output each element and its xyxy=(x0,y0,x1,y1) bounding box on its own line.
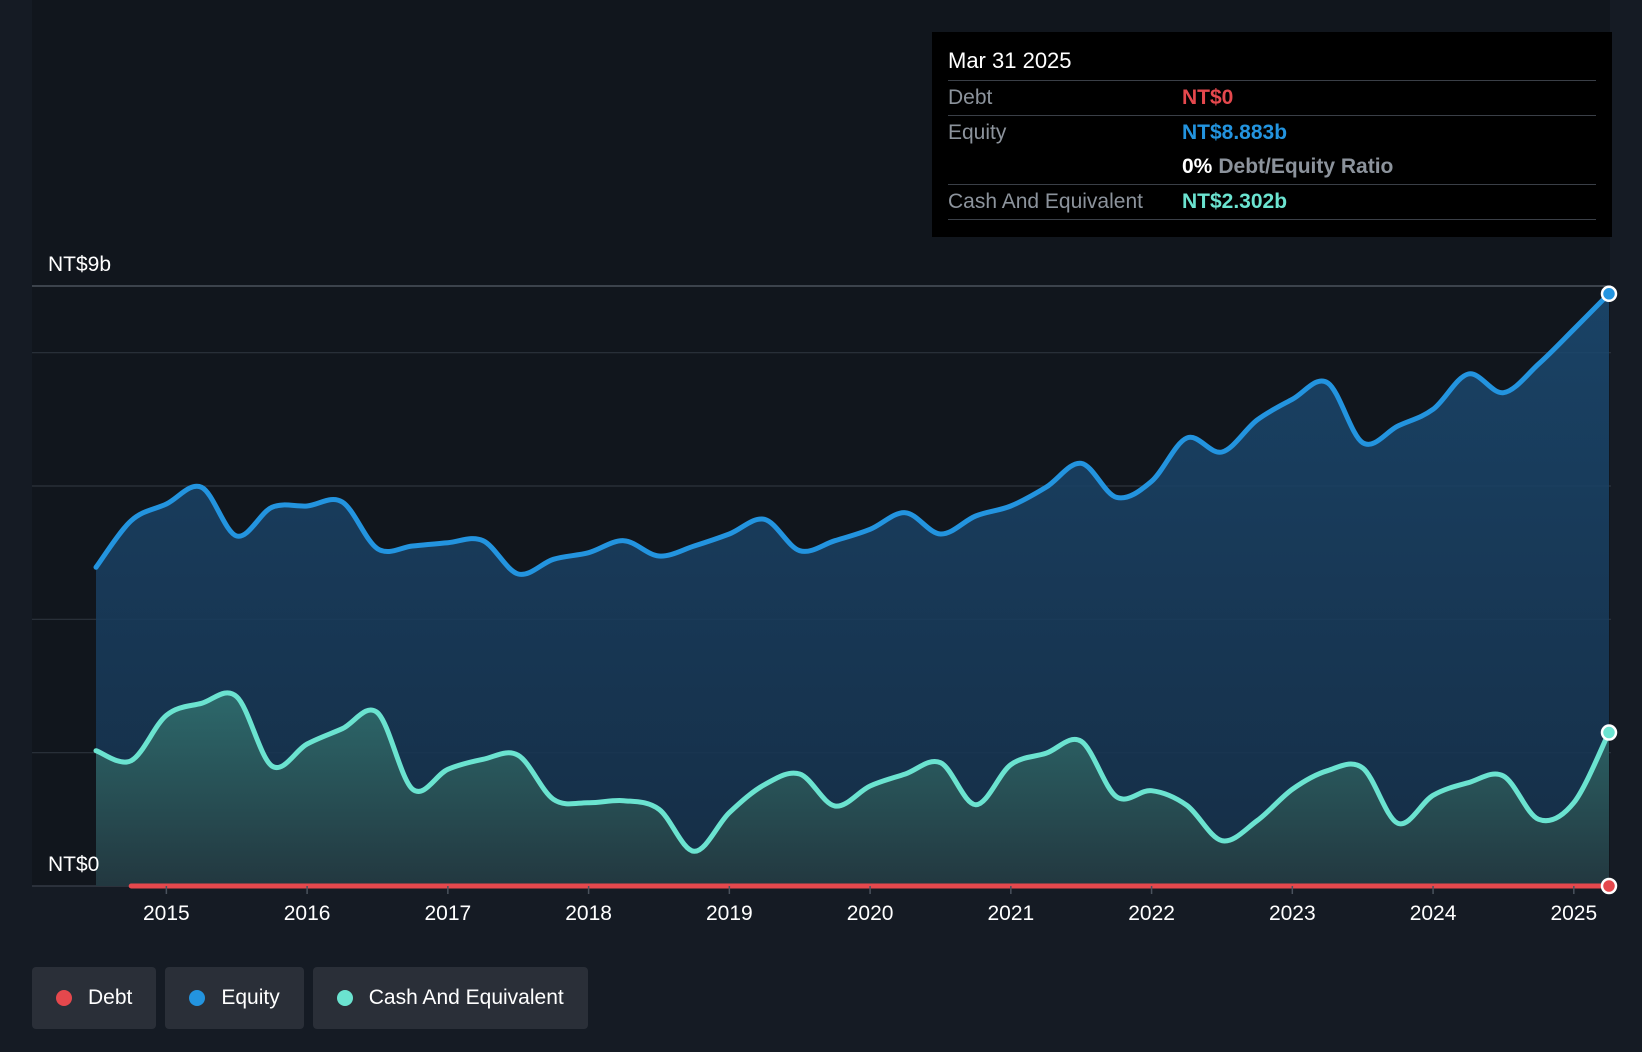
legend-item-equity[interactable]: Equity xyxy=(165,967,304,1029)
tooltip-equity-label: Equity xyxy=(948,121,1007,144)
x-tick-label-2023: 2023 xyxy=(1269,902,1316,925)
tooltip-ratio: 0% Debt/Equity Ratio xyxy=(1182,150,1393,184)
marker-cash[interactable] xyxy=(1600,724,1618,741)
y-axis-label-min: NT$0 xyxy=(48,853,99,876)
x-tick-label-2021: 2021 xyxy=(987,902,1034,925)
legend: Debt Equity Cash And Equivalent xyxy=(32,967,588,1029)
x-tick-label-2020: 2020 xyxy=(847,902,894,925)
area-equity xyxy=(96,293,1609,886)
legend-label-debt: Debt xyxy=(88,986,133,1009)
marker-debt[interactable] xyxy=(1600,877,1618,895)
legend-item-cash[interactable]: Cash And Equivalent xyxy=(312,967,588,1029)
tooltip-debt-row: Debt NT$0 xyxy=(948,81,1596,116)
x-tick-label-2019: 2019 xyxy=(706,902,753,925)
line-equity xyxy=(93,291,1612,577)
tooltip-debt-label: Debt xyxy=(948,86,993,109)
tooltip-ratio-label: Debt/Equity Ratio xyxy=(1218,155,1394,178)
legend-label-equity: Equity xyxy=(221,986,280,1009)
x-tick-label-2015: 2015 xyxy=(143,902,190,925)
tooltip-cash-value: NT$2.302b xyxy=(1182,190,1288,213)
tooltip-debt-value: NT$0 xyxy=(1182,86,1234,109)
marker-equity[interactable] xyxy=(1600,285,1618,303)
line-cash xyxy=(93,690,1612,854)
tooltip-date: Mar 31 2025 xyxy=(948,46,1596,81)
area-cash xyxy=(96,692,1609,886)
legend-dot-equity xyxy=(189,990,206,1006)
x-tick-label-2018: 2018 xyxy=(565,902,612,925)
tooltip-equity-row: Equity NT$8.883b xyxy=(948,116,1596,150)
tooltip-cash-row: Cash And Equivalent NT$2.302b xyxy=(948,185,1596,220)
tooltip-equity-value: NT$8.883b xyxy=(1182,121,1288,144)
x-tick-label-2025: 2025 xyxy=(1550,902,1597,925)
legend-item-debt[interactable]: Debt xyxy=(32,967,157,1029)
tooltip-panel: Mar 31 2025 Debt NT$0 Equity NT$8.883b 0… xyxy=(932,32,1612,237)
tooltip-cash-label: Cash And Equivalent xyxy=(948,190,1143,213)
x-tick-label-2017: 2017 xyxy=(425,902,472,925)
y-axis-label-max: NT$9b xyxy=(48,253,111,276)
tooltip-ratio-row: 0% Debt/Equity Ratio xyxy=(948,150,1596,185)
x-tick-label-2022: 2022 xyxy=(1128,902,1175,925)
tooltip-ratio-value: 0% xyxy=(1182,155,1213,178)
legend-dot-cash xyxy=(336,990,353,1006)
x-tick-label-2024: 2024 xyxy=(1410,902,1457,925)
legend-label-cash: Cash And Equivalent xyxy=(368,986,564,1009)
x-tick-label-2016: 2016 xyxy=(284,902,331,925)
legend-dot-debt xyxy=(56,990,72,1006)
